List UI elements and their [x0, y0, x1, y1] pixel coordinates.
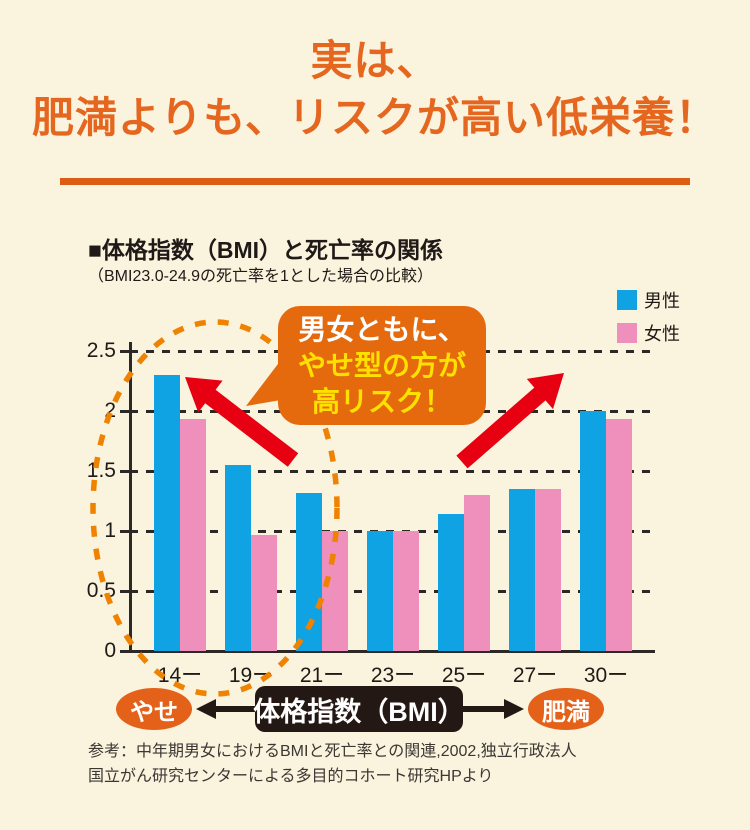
- bar-female-21ー: [322, 531, 348, 651]
- badge-thin: やせ: [116, 688, 192, 730]
- bar-male-27ー: [509, 489, 535, 651]
- callout-line1: 男女ともに、: [298, 314, 466, 345]
- x-axis-label-27ー: 27ー: [512, 664, 558, 687]
- reference-line2: 国立がん研究センターによる多目的コホート研究HPより: [88, 768, 494, 785]
- x-axis-label-21ー: 21ー: [299, 664, 345, 687]
- footer-arrow-left-icon: [196, 699, 216, 719]
- y-axis-tick-0: [120, 649, 130, 653]
- bar-male-23ー: [367, 531, 393, 651]
- reference-note: 参考：中年期男女におけるBMIと死亡率との関連,2002,独立行政法人 国立がん…: [88, 739, 688, 789]
- x-axis-label-30ー: 30ー: [583, 664, 629, 687]
- x-axis-label-19ー: 19ー: [228, 664, 274, 687]
- y-axis-tick-1.5: [120, 469, 130, 473]
- x-axis-line: [128, 650, 655, 653]
- bar-female-19ー: [251, 534, 277, 651]
- bar-male-19ー: [225, 465, 251, 651]
- badge-obese: 肥満: [528, 688, 604, 730]
- bar-male-21ー: [296, 492, 322, 651]
- bar-male-30ー: [580, 411, 606, 651]
- legend-label-male: 男性: [644, 291, 680, 311]
- callout-line3: 高リスク！: [311, 386, 452, 417]
- y-axis-line: [129, 342, 132, 653]
- x-axis-label-14ー: 14ー: [157, 664, 203, 687]
- page-title-line2: 肥満よりも、リスクが高い低栄養！: [32, 94, 718, 141]
- y-axis-tick-2: [120, 409, 130, 413]
- page-title-line1: 実は、: [310, 37, 440, 84]
- bar-female-23ー: [393, 531, 419, 651]
- y-axis-label-1.5: 1.5: [86, 459, 116, 482]
- chart-subtitle: （BMI23.0-24.9の死亡率を1とした場合の比較）: [88, 268, 433, 285]
- y-axis-tick-1: [120, 529, 130, 533]
- legend: 男性 女性: [617, 287, 680, 353]
- bar-female-27ー: [535, 489, 561, 651]
- legend-swatch-male: [617, 290, 637, 310]
- y-axis-tick-0.5: [120, 589, 130, 593]
- chart-title: ■体格指数（BMI）と死亡率の関係: [88, 237, 444, 263]
- y-axis-label-1: 1: [104, 519, 116, 542]
- bar-male-14ー: [154, 375, 180, 651]
- bmi-axis-label: 体格指数（BMI）: [253, 686, 465, 732]
- gridline-1.5: [130, 469, 653, 473]
- bar-male-25ー: [438, 514, 464, 651]
- legend-item-male: 男性: [617, 287, 680, 313]
- bar-female-25ー: [464, 495, 490, 651]
- callout-bubble: 男女ともに、 やせ型の方が 高リスク！: [278, 306, 486, 425]
- x-axis-label-25ー: 25ー: [441, 664, 487, 687]
- divider: [60, 178, 690, 185]
- bar-female-14ー: [180, 419, 206, 651]
- reference-line1: 参考：中年期男女におけるBMIと死亡率との関連,2002,独立行政法人: [88, 743, 577, 760]
- legend-item-female: 女性: [617, 320, 680, 346]
- y-axis-label-0: 0: [104, 639, 116, 662]
- x-axis-label-23ー: 23ー: [370, 664, 416, 687]
- legend-label-female: 女性: [644, 324, 680, 344]
- page-title: 実は、 肥満よりも、リスクが高い低栄養！: [0, 32, 750, 146]
- footer-arrow-right-icon: [504, 699, 524, 719]
- legend-swatch-female: [617, 323, 637, 343]
- y-axis-label-0.5: 0.5: [86, 579, 116, 602]
- y-axis-label-2.5: 2.5: [86, 339, 116, 362]
- callout-line2: やせ型の方が: [297, 350, 466, 381]
- bar-female-30ー: [606, 419, 632, 651]
- y-axis-tick-2.5: [120, 349, 130, 353]
- y-axis-label-2: 2: [104, 399, 116, 422]
